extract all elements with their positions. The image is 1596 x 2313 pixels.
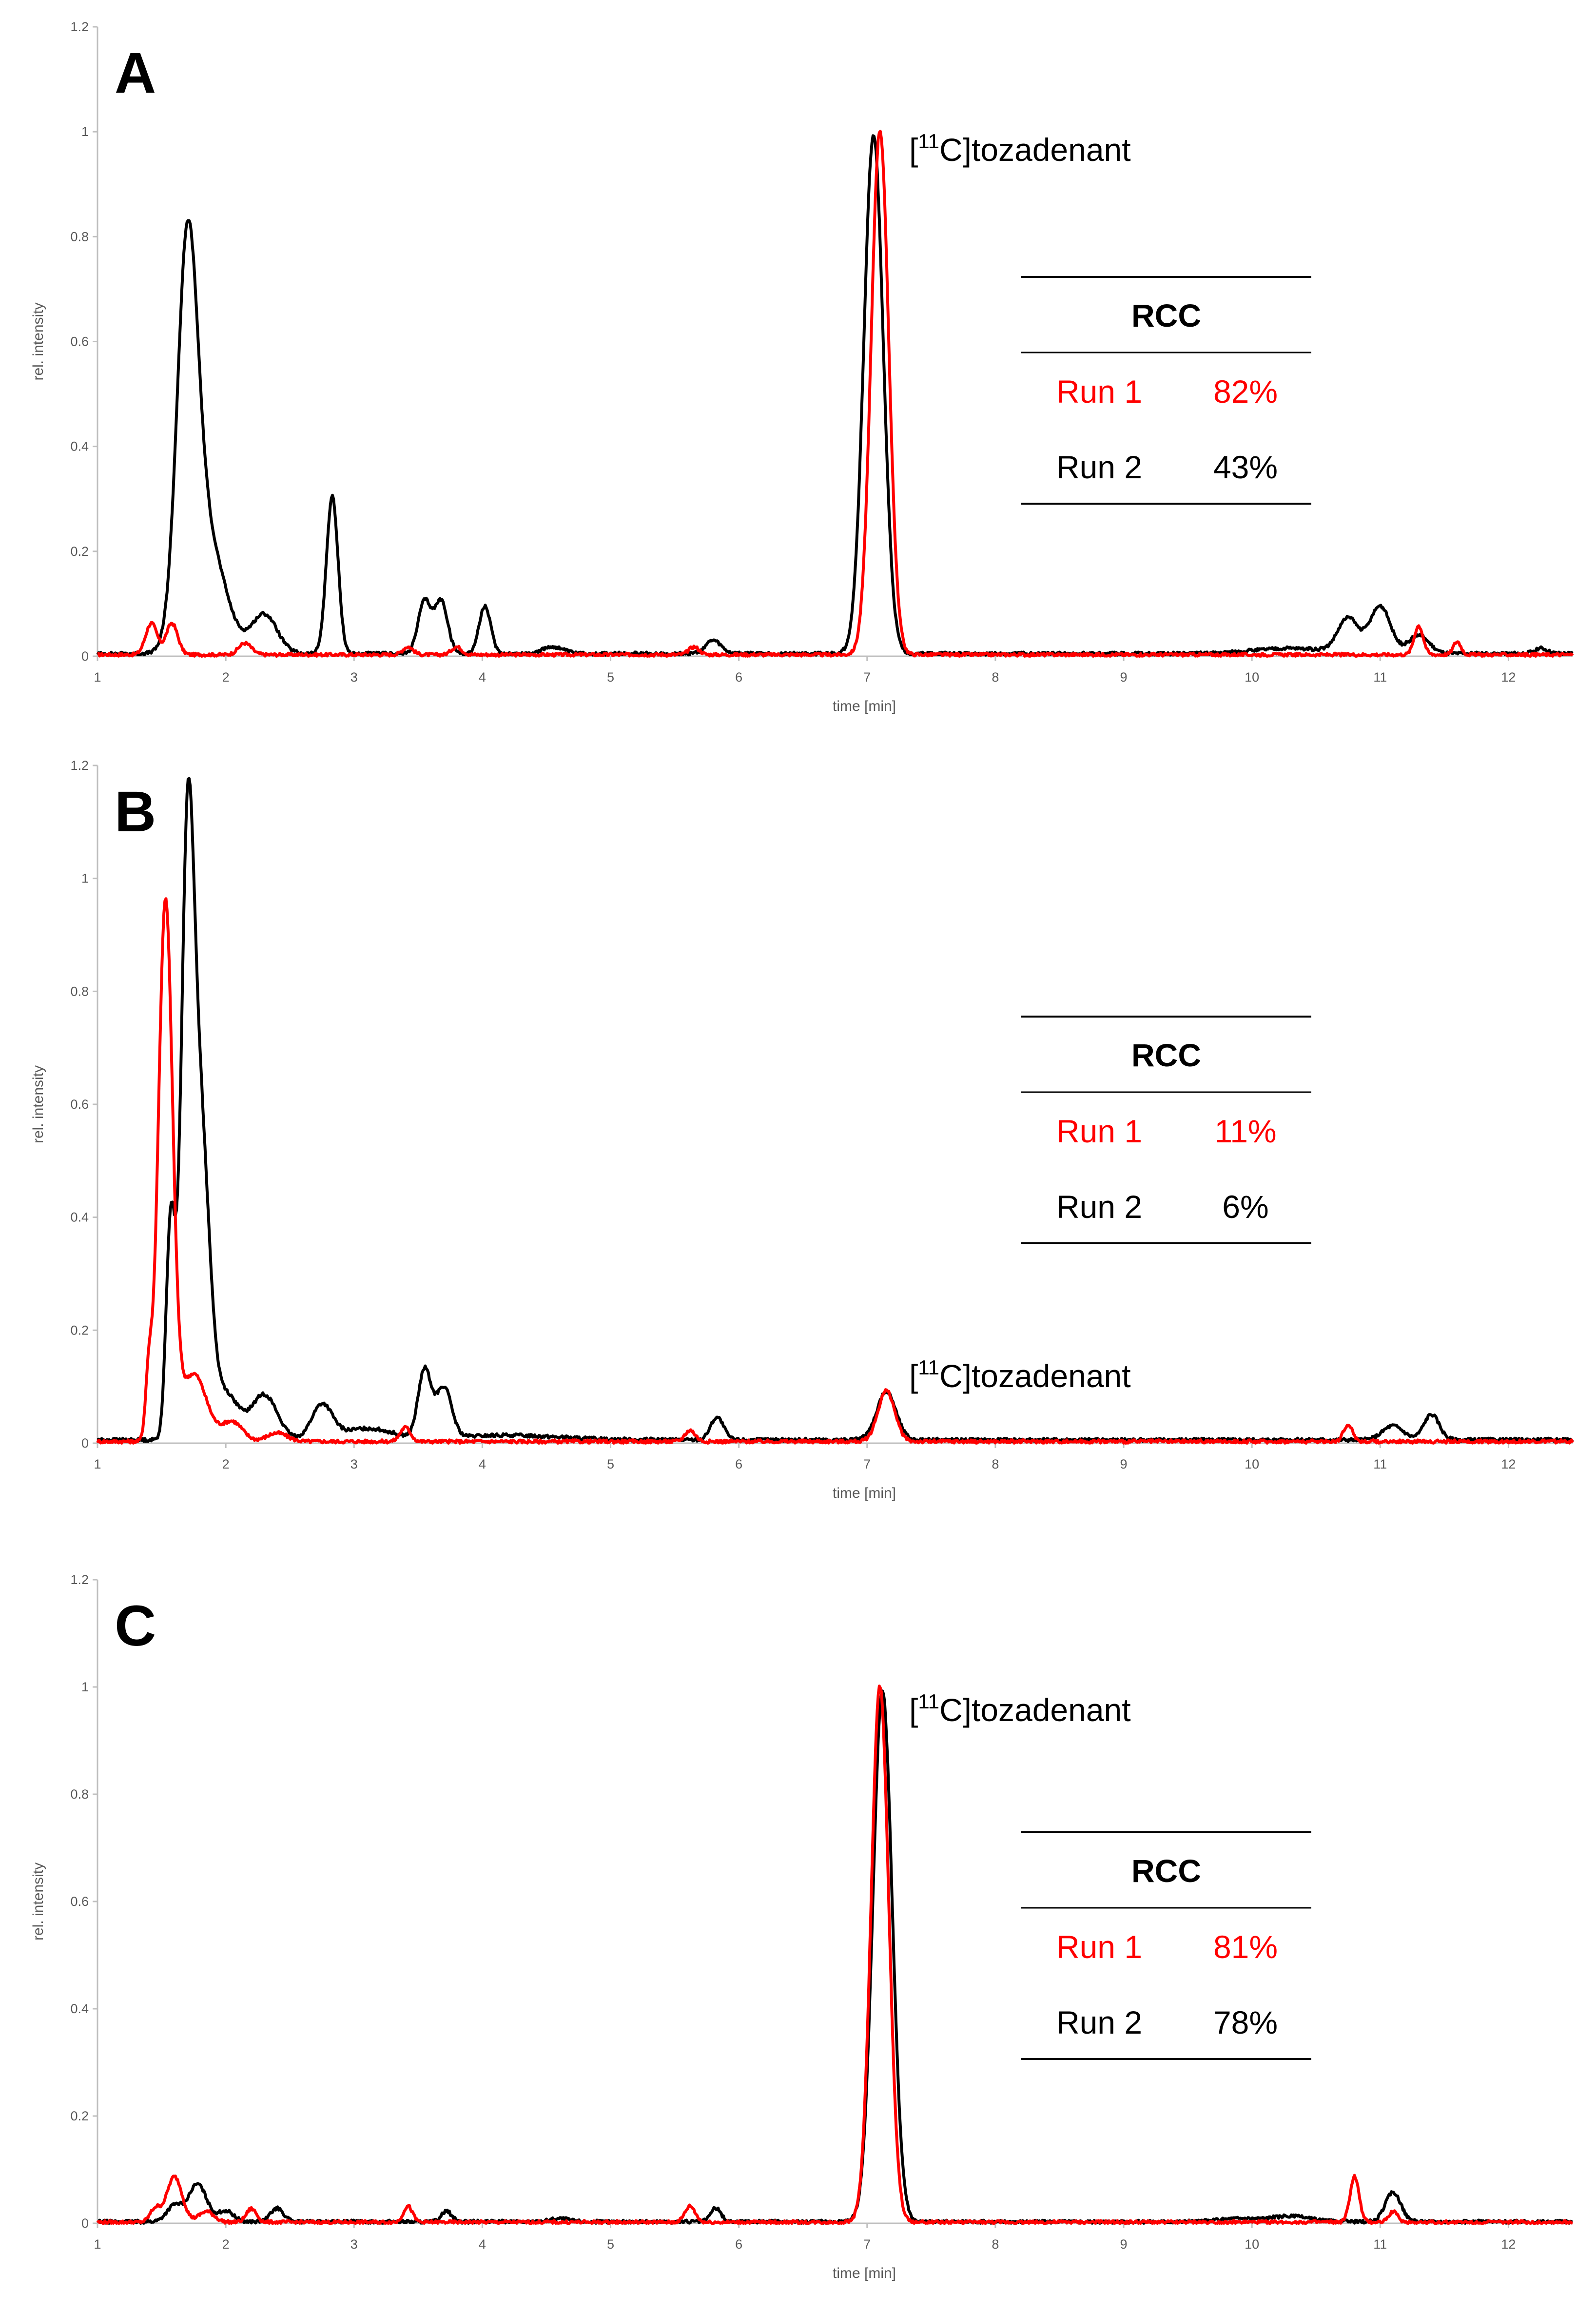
y-tick-label: 0.6 — [70, 334, 89, 349]
y-tick-label: 1 — [81, 871, 89, 886]
x-axis-label: time [min] — [833, 2265, 896, 2281]
table-rcc-value: 81% — [1213, 1929, 1278, 1965]
y-tick-label: 1.2 — [70, 758, 89, 773]
panel-letter: C — [115, 1594, 156, 1658]
y-axis-label: rel. intensity — [30, 1862, 46, 1941]
series-line-run-2 — [97, 777, 1574, 1443]
x-tick-label: 12 — [1501, 670, 1516, 685]
y-tick-label: 0.8 — [70, 984, 89, 999]
x-tick-label: 6 — [735, 670, 742, 685]
y-tick-label: 0 — [81, 649, 89, 664]
x-tick-label: 3 — [350, 670, 358, 685]
y-tick-label: 1 — [81, 124, 89, 139]
peak-label: [11C]tozadenant — [909, 1690, 1131, 1728]
x-axis-label: time [min] — [833, 698, 896, 714]
y-tick-label: 0 — [81, 1436, 89, 1451]
y-tick-label: 0.4 — [70, 2001, 89, 2016]
table-run-label: Run 2 — [1056, 1189, 1142, 1225]
table-rcc-value: 78% — [1213, 2004, 1278, 2040]
x-tick-label: 4 — [479, 2237, 486, 2252]
x-tick-label: 7 — [863, 1457, 871, 1471]
x-tick-label: 8 — [992, 1457, 999, 1471]
panel-letter: B — [115, 780, 156, 844]
y-axis-label: rel. intensity — [30, 302, 46, 380]
y-tick-label: 0.2 — [70, 1323, 89, 1337]
x-tick-label: 3 — [350, 1457, 358, 1471]
x-tick-label: 12 — [1501, 1457, 1516, 1471]
x-axis-label: time [min] — [833, 1485, 896, 1501]
table-header: RCC — [1131, 297, 1201, 333]
y-tick-label: 0.4 — [70, 1210, 89, 1225]
table-header: RCC — [1131, 1853, 1201, 1889]
y-tick-label: 1.2 — [70, 1572, 89, 1587]
table-run-label: Run 1 — [1056, 373, 1142, 410]
peak-label: [11C]tozadenant — [909, 1356, 1131, 1394]
y-axis-label: rel. intensity — [30, 1065, 46, 1143]
y-tick-label: 0.6 — [70, 1894, 89, 1909]
series-line-run-1 — [96, 1685, 1573, 2225]
y-tick-label: 0.2 — [70, 544, 89, 559]
x-tick-label: 4 — [479, 1457, 486, 1471]
y-tick-label: 0.8 — [70, 229, 89, 244]
x-tick-label: 1 — [94, 670, 101, 685]
y-tick-label: 0.8 — [70, 1787, 89, 1802]
x-tick-label: 5 — [607, 670, 614, 685]
x-tick-label: 12 — [1501, 2237, 1516, 2252]
x-tick-label: 7 — [863, 670, 871, 685]
table-run-label: Run 2 — [1056, 2004, 1142, 2040]
table-rcc-value: 82% — [1213, 373, 1278, 410]
y-tick-label: 0.4 — [70, 439, 89, 454]
x-tick-label: 6 — [735, 1457, 742, 1471]
x-tick-label: 11 — [1373, 670, 1387, 685]
x-tick-label: 3 — [350, 2237, 358, 2252]
table-header: RCC — [1131, 1037, 1201, 1073]
x-tick-label: 11 — [1373, 2237, 1387, 2252]
x-tick-label: 1 — [94, 2237, 101, 2252]
x-tick-label: 10 — [1245, 2237, 1259, 2252]
x-tick-label: 6 — [735, 2237, 742, 2252]
x-tick-label: 5 — [607, 2237, 614, 2252]
x-tick-label: 2 — [222, 2237, 230, 2252]
table-rcc-value: 11% — [1214, 1113, 1276, 1149]
x-tick-label: 7 — [863, 2237, 871, 2252]
series-line-run-1 — [96, 897, 1574, 1445]
x-tick-label: 9 — [1120, 670, 1128, 685]
y-tick-label: 0.2 — [70, 2109, 89, 2123]
y-tick-label: 0.6 — [70, 1097, 89, 1112]
peak-label: [11C]tozadenant — [909, 130, 1131, 168]
y-tick-label: 1 — [81, 1680, 89, 1694]
table-rcc-value: 6% — [1222, 1189, 1268, 1225]
rcc-table: RCC Run 1 11% Run 2 6% — [1021, 1016, 1311, 1244]
y-tick-label: 0 — [81, 2216, 89, 2231]
table-rcc-value: 43% — [1213, 449, 1278, 485]
x-tick-label: 4 — [479, 670, 486, 685]
x-tick-label: 9 — [1120, 1457, 1128, 1471]
x-tick-label: 8 — [992, 2237, 999, 2252]
x-tick-label: 2 — [222, 670, 230, 685]
rcc-table: RCC Run 1 82% Run 2 43% — [1021, 276, 1311, 505]
table-run-label: Run 1 — [1056, 1929, 1142, 1965]
series-line-run-2 — [96, 134, 1574, 657]
x-tick-label: 11 — [1373, 1457, 1387, 1471]
x-tick-label: 10 — [1245, 1457, 1259, 1471]
x-tick-label: 9 — [1120, 2237, 1128, 2252]
x-tick-label: 8 — [992, 670, 999, 685]
table-run-label: Run 2 — [1056, 449, 1142, 485]
panel-letter: A — [115, 41, 156, 105]
series-line-run-2 — [97, 1689, 1573, 2225]
x-tick-label: 1 — [94, 1457, 101, 1471]
y-tick-label: 1.2 — [70, 20, 89, 34]
x-tick-label: 2 — [222, 1457, 230, 1471]
x-tick-label: 10 — [1245, 670, 1259, 685]
x-tick-label: 5 — [607, 1457, 614, 1471]
series-line-run-1 — [97, 130, 1574, 658]
table-run-label: Run 1 — [1056, 1113, 1142, 1149]
rcc-table: RCC Run 1 81% Run 2 78% — [1021, 1831, 1311, 2060]
